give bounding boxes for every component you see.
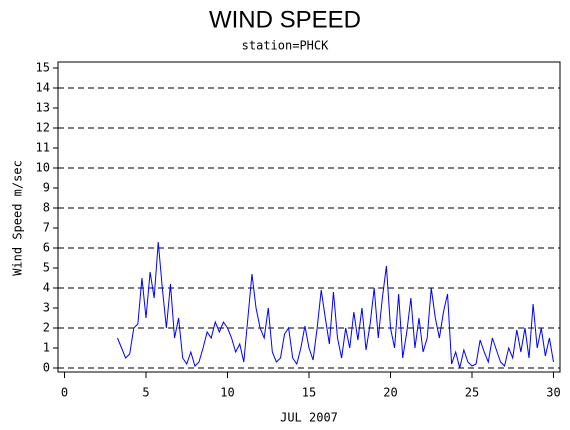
y-tick-label: 5 xyxy=(43,261,50,275)
y-tick-label: 4 xyxy=(43,281,50,295)
y-tick-label: 8 xyxy=(43,201,50,215)
y-tick-label: 3 xyxy=(43,301,50,315)
x-tick-label: 10 xyxy=(220,386,234,400)
x-tick-label: 15 xyxy=(302,386,316,400)
x-tick-label: 5 xyxy=(142,386,149,400)
y-axis-label: Wind Speed m/sec xyxy=(11,160,25,276)
y-tick-label: 13 xyxy=(36,101,50,115)
y-tick-label: 7 xyxy=(43,221,50,235)
y-tick-label: 12 xyxy=(36,121,50,135)
x-tick-label: 20 xyxy=(383,386,397,400)
y-tick-label: 10 xyxy=(36,161,50,175)
y-tick-label: 9 xyxy=(43,181,50,195)
x-tick-label: 0 xyxy=(61,386,68,400)
plot-frame xyxy=(57,61,561,373)
y-tick-label: 1 xyxy=(43,341,50,355)
y-tick-label: 14 xyxy=(36,81,50,95)
y-tick-label: 6 xyxy=(43,241,50,255)
y-tick-label: 11 xyxy=(36,141,50,155)
chart-subtitle: station=PHCK xyxy=(242,39,329,53)
x-axis-label: JUL 2007 xyxy=(280,411,338,425)
x-tick-label: 25 xyxy=(465,386,479,400)
x-tick-label: 30 xyxy=(546,386,560,400)
y-tick-label: 0 xyxy=(43,361,50,375)
data-line xyxy=(117,241,554,369)
y-tick-label: 2 xyxy=(43,321,50,335)
y-tick-label: 15 xyxy=(36,61,50,75)
chart-title: WIND SPEED xyxy=(209,6,361,33)
